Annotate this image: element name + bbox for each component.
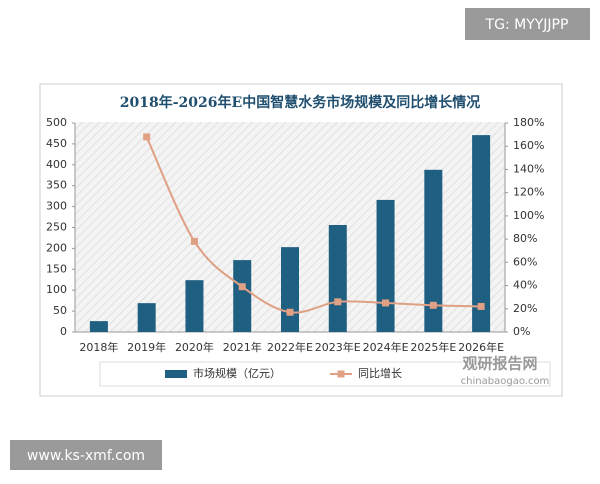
line-marker xyxy=(429,301,437,309)
bar xyxy=(185,280,204,332)
y-tick-label: 250 xyxy=(46,221,67,234)
line-marker xyxy=(238,283,246,291)
bar xyxy=(328,224,347,332)
x-tick-label: 2019年 xyxy=(127,340,166,354)
legend-swatch xyxy=(337,370,345,378)
bar xyxy=(233,260,252,332)
line-marker xyxy=(382,299,390,307)
watermark-box xyxy=(10,440,162,470)
legend xyxy=(99,361,551,387)
y2-tick-label: 160% xyxy=(513,139,544,152)
x-tick-label: 2023年E xyxy=(315,340,361,354)
line-marker xyxy=(334,298,342,306)
y2-tick-label: 100% xyxy=(513,209,544,222)
x-tick-label: 2021年 xyxy=(223,340,262,354)
y-tick-label: 0 xyxy=(60,325,67,338)
logo-site: chinabaogao.com xyxy=(461,376,550,387)
y2-tick-label: 140% xyxy=(513,162,544,175)
logo-name: 观研报告网 xyxy=(462,355,537,373)
legend-swatch xyxy=(165,370,187,378)
bar xyxy=(281,247,299,332)
x-tick-label: 2026年E xyxy=(458,340,504,354)
bar xyxy=(137,303,156,332)
y-tick-label: 200 xyxy=(46,241,67,254)
y-tick-label: 50 xyxy=(53,304,67,317)
bar xyxy=(472,135,491,332)
x-tick-label: 2022年E xyxy=(267,340,313,354)
bar xyxy=(89,321,108,332)
y-tick-label: 100 xyxy=(46,283,67,296)
legend-label: 市场规模（亿元） xyxy=(193,366,281,380)
bar xyxy=(424,169,443,332)
y2-tick-label: 80% xyxy=(513,232,537,245)
y-tick-label: 300 xyxy=(46,200,67,213)
x-tick-label: 2020年 xyxy=(175,340,214,354)
x-tick-label: 2025年E xyxy=(410,340,456,354)
bar xyxy=(376,199,395,332)
y2-tick-label: 0% xyxy=(513,325,530,338)
y2-tick-label: 180% xyxy=(513,116,544,129)
y-tick-label: 500 xyxy=(46,116,67,129)
y2-tick-label: 60% xyxy=(513,255,537,268)
line-marker xyxy=(477,302,485,310)
y-tick-label: 350 xyxy=(46,179,67,192)
x-tick-label: 2024年E xyxy=(363,340,409,354)
watermark-box xyxy=(465,8,590,40)
watermark: www.ks-xmf.com xyxy=(27,448,145,464)
y2-tick-label: 40% xyxy=(513,279,537,292)
y-tick-label: 150 xyxy=(46,262,67,275)
y-tick-label: 400 xyxy=(46,158,67,171)
line-marker xyxy=(143,133,151,141)
line-marker xyxy=(286,308,294,316)
legend-label: 同比增长 xyxy=(358,366,402,380)
chart-title: 2018年-2026年E中国智慧水务市场规模及同比增长情况 xyxy=(120,94,480,111)
y2-tick-label: 20% xyxy=(513,302,537,315)
line-marker xyxy=(190,237,198,245)
y-tick-label: 450 xyxy=(46,137,67,150)
watermark: TG: MYYJJPP xyxy=(485,17,569,33)
x-tick-label: 2018年 xyxy=(79,340,118,354)
y2-tick-label: 120% xyxy=(513,186,544,199)
